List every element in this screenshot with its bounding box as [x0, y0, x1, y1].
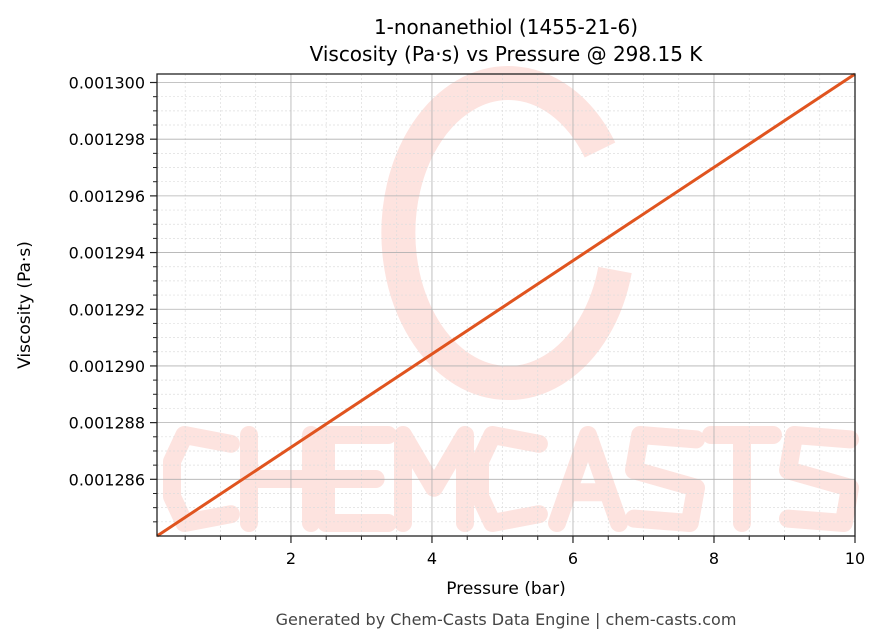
x-tick-label: 4: [427, 549, 437, 568]
watermark-letter-stroke: [394, 426, 474, 532]
y-tick-label: 0.001298: [69, 130, 145, 149]
x-tick-label: 8: [709, 549, 719, 568]
chart-subtitle: Viscosity (Pa·s) vs Pressure @ 298.15 K: [310, 42, 704, 66]
y-tick-label: 0.001286: [69, 470, 145, 489]
y-tick-label: 0.001292: [69, 300, 145, 319]
y-tick-label: 0.001290: [69, 357, 145, 376]
x-tick-label: 6: [568, 549, 578, 568]
y-tick-label: 0.001288: [69, 414, 145, 433]
footer-credit: Generated by Chem-Casts Data Engine | ch…: [276, 610, 737, 629]
chart-title: 1-nonanethiol (1455-21-6): [374, 15, 638, 39]
y-tick-label: 0.001294: [69, 244, 145, 263]
plot-frame: [156, 73, 856, 537]
y-tick-label: 0.001300: [69, 74, 145, 93]
y-tick-label: 0.001296: [69, 187, 145, 206]
viscosity-line: [156, 72, 856, 538]
y-axis-label: Viscosity (Pa·s): [15, 241, 35, 369]
x-axis-label: Pressure (bar): [446, 579, 565, 599]
x-tick-label: 2: [286, 549, 296, 568]
x-tick-label: 10: [845, 549, 865, 568]
